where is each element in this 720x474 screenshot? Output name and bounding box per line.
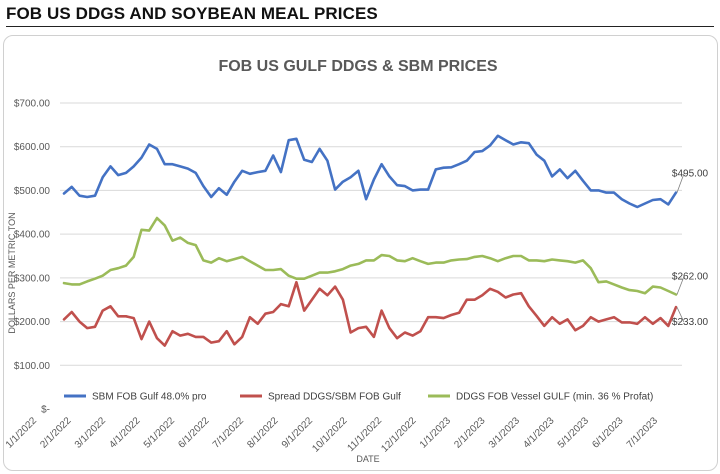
end-label-leader <box>676 276 685 295</box>
legend-label: DDGS FOB Vessel GULF (min. 36 % Profat) <box>456 392 653 403</box>
legend-label: SBM FOB Gulf 48.0% pro <box>92 392 207 403</box>
x-tick-label: 3/1/2022 <box>73 415 109 451</box>
chart-frame <box>3 35 718 471</box>
x-tick-label: 2/1/2023 <box>452 415 488 451</box>
end-label-leader <box>676 306 685 323</box>
y-axis-ticks: $- $100.00 $200.00 $300.00 $400.00 $500.00 $60… <box>14 99 51 416</box>
x-tick-label: 11/1/2022 <box>345 415 384 454</box>
y-tick-label: $600.00 <box>14 142 51 153</box>
x-tick-label: 1/1/2022 <box>4 415 40 451</box>
series-lines <box>62 134 678 347</box>
x-tick-label: 4/1/2022 <box>107 415 143 451</box>
x-tick-label: 9/1/2022 <box>280 415 316 451</box>
end-label-leader <box>676 173 685 193</box>
y-tick-label: $500.00 <box>14 186 51 197</box>
x-tick-label: 4/1/2023 <box>521 415 557 451</box>
legend: SBM FOB Gulf 48.0% pro Spread DDGS/SBM FO… <box>64 392 653 403</box>
x-tick-label: 5/1/2022 <box>142 415 178 451</box>
series-line-1 <box>62 134 678 209</box>
y-tick-label: $200.00 <box>14 317 51 328</box>
chart-title: FOB US GULF DDGS & SBM PRICES <box>218 58 497 75</box>
x-tick-label: 12/1/2022 <box>379 415 419 455</box>
y-tick-label: $300.00 <box>14 273 51 284</box>
x-axis-ticks: 1/1/2022 2/1/2022 3/1/2022 4/1/2022 5/1/2022… <box>4 415 661 455</box>
series-line-2 <box>62 280 678 347</box>
x-tick-label: 7/1/2023 <box>625 415 661 451</box>
x-tick-label: 8/1/2022 <box>245 415 281 451</box>
x-tick-label: 2/1/2022 <box>38 415 74 451</box>
end-label-1: $495.00 <box>672 169 709 180</box>
page-header: FOB US DDGS AND SOYBEAN MEAL PRICES <box>6 4 714 27</box>
x-axis-label: DATE <box>356 454 379 464</box>
legend-label: Spread DDGS/SBM FOB Gulf <box>268 392 401 403</box>
gridlines <box>60 102 682 366</box>
y-axis-label: DOLLARS PER METRIC TON <box>7 212 17 333</box>
y-tick-label: $700.00 <box>14 99 51 110</box>
x-tick-label: 6/1/2023 <box>590 415 626 451</box>
x-tick-label: 5/1/2023 <box>556 415 592 451</box>
x-tick-label: 3/1/2023 <box>487 415 523 451</box>
y-tick-label: $- <box>41 405 50 416</box>
x-tick-label: 10/1/2022 <box>310 415 350 455</box>
end-labels: $495.00 $233.00 $262.00 <box>672 169 709 329</box>
x-tick-label: 1/1/2023 <box>418 415 454 451</box>
y-tick-label: $400.00 <box>14 230 51 241</box>
x-tick-label: 7/1/2022 <box>211 415 247 451</box>
page-heading: FOB US DDGS AND SOYBEAN MEAL PRICES <box>6 4 378 23</box>
series-line-3 <box>62 216 678 296</box>
end-label-2: $233.00 <box>672 317 709 328</box>
x-tick-label: 6/1/2022 <box>176 415 212 451</box>
end-label-3: $262.00 <box>672 271 709 282</box>
y-tick-label: $100.00 <box>14 361 51 372</box>
